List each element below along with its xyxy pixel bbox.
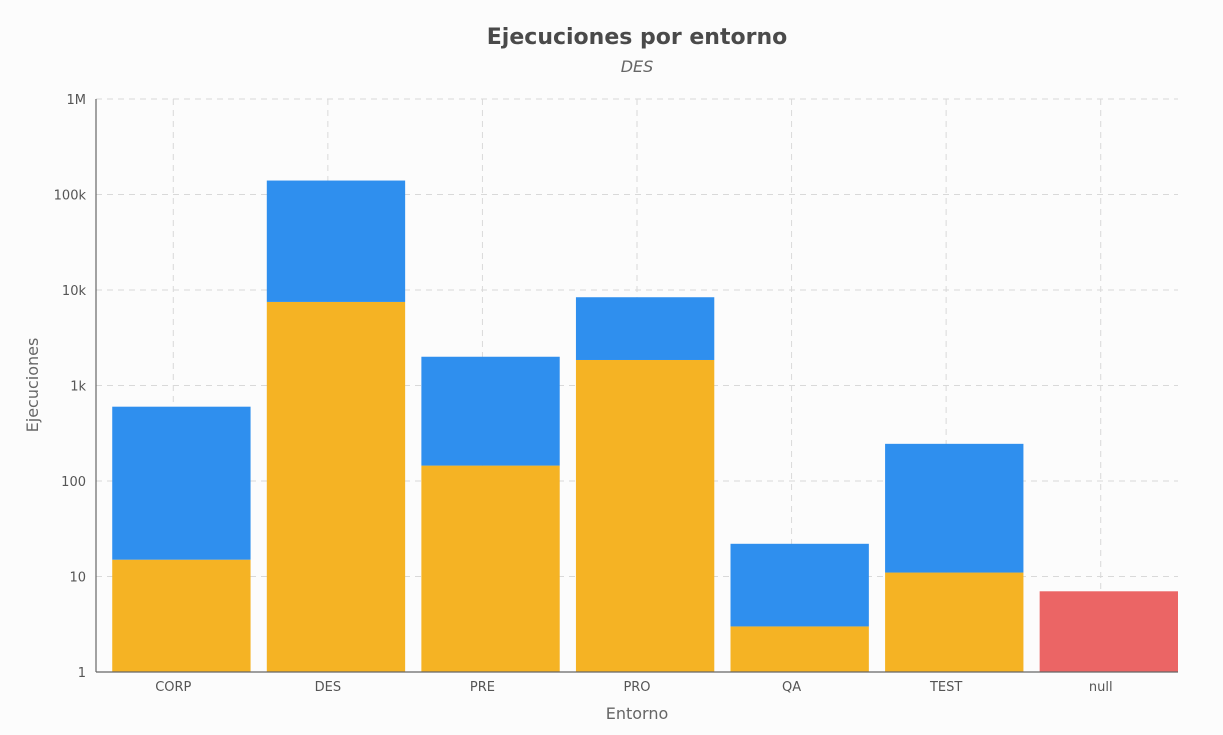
bar-segment-pro[interactable]: [575, 297, 715, 360]
y-tick-label: 100: [61, 475, 86, 490]
bar-segment-des[interactable]: [266, 180, 406, 302]
x-tick-label: TEST: [929, 680, 962, 695]
y-tick-label: 1k: [70, 380, 86, 395]
x-tick-label: DES: [315, 680, 341, 695]
bar-segment-qa[interactable]: [730, 626, 869, 672]
bar-segment-pro[interactable]: [575, 359, 715, 672]
y-tick-label: 10: [69, 571, 86, 586]
x-axis-label: Entorno: [606, 704, 669, 723]
x-tick-label: PRE: [470, 680, 495, 695]
ticks-layer: 1 10 100 1k 10k 100k 1M CORP DES PRE PRO QA TEST null: [54, 93, 1113, 695]
x-tick-label: CORP: [155, 680, 191, 695]
axes-layer: [95, 99, 1178, 673]
y-tick-label: 100k: [54, 189, 87, 204]
x-tick-label: QA: [782, 680, 801, 695]
x-tick-label: PRO: [623, 680, 650, 695]
bar-segment-corp[interactable]: [112, 406, 251, 560]
bar-segment-test[interactable]: [885, 443, 1024, 573]
y-tick-label: 1M: [67, 93, 87, 108]
chart-title: Ejecuciones por entorno: [487, 25, 787, 50]
bar-segment-qa[interactable]: [730, 543, 869, 627]
chart-subtitle: DES: [621, 57, 654, 76]
bar-segment-des[interactable]: [266, 301, 406, 672]
bar-segment-pre[interactable]: [421, 465, 560, 672]
bar-segment-pre[interactable]: [421, 356, 560, 466]
bar-segment-null[interactable]: [1039, 591, 1178, 672]
bar-segment-corp[interactable]: [112, 559, 251, 672]
x-tick-label: null: [1089, 680, 1113, 695]
bars-layer: [112, 180, 1178, 672]
bar-segment-test[interactable]: [885, 572, 1024, 672]
y-tick-label: 10k: [62, 284, 87, 299]
y-tick-label: 1: [78, 666, 86, 681]
y-axis-label: Ejecuciones: [23, 338, 42, 433]
